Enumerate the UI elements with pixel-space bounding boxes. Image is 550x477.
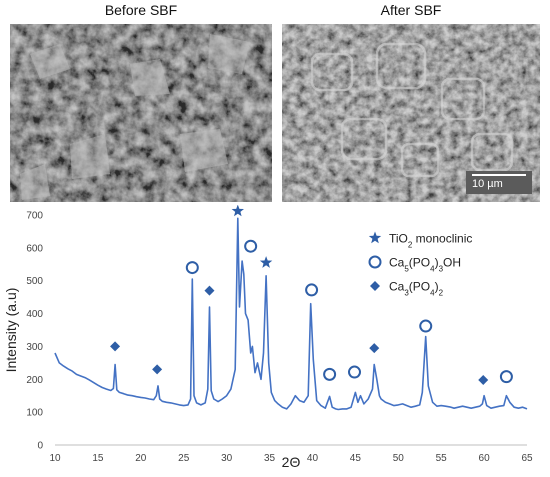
peak-marker-circle [305,283,319,297]
sem-texture-before [10,24,272,202]
x-tick-label: 40 [307,453,319,464]
y-tick-label: 400 [26,309,43,320]
sem-image-before [10,24,272,202]
y-tick-label: 100 [26,408,43,419]
peak-marker-circle [499,370,513,384]
peak-markers [110,204,513,385]
legend-label: TiO2 monoclinic [389,232,472,250]
peak-marker-star [231,204,244,217]
x-tick-label: 55 [436,453,448,464]
peak-marker-diamond [369,343,380,354]
x-tick-label: 25 [178,453,190,464]
y-axis-label: Intensity (a.u) [3,288,19,373]
peak-marker-circle [348,365,362,379]
y-tick-label: 200 [26,375,43,386]
x-tick-label: 15 [92,453,104,464]
scale-bar: 10 µm [466,171,532,194]
y-tick-label: 0 [37,441,43,452]
x-tick-label: 65 [521,453,533,464]
x-axis-label: 2Θ [282,454,301,470]
xrd-chart-svg: 0 100 200 300 400 500 600 700 10 15 20 25 30 35 40 45 5… [3,204,533,470]
legend-label: Ca3(PO4)2 [389,280,444,298]
x-tick-label: 30 [221,453,233,464]
after-sbf-title: After SBF [380,2,442,18]
legend-marker-star [368,231,382,244]
y-tick-label: 300 [26,342,43,353]
x-tick-labels: 10 15 20 25 30 35 40 45 50 55 60 65 [49,453,533,464]
peak-marker-diamond [478,374,489,385]
y-tick-labels: 0 100 200 300 400 500 600 700 [26,211,43,452]
x-tick-label: 50 [393,453,405,464]
peak-marker-diamond [110,341,121,352]
peak-marker-circle [323,367,337,381]
peak-marker-star [259,256,273,268]
x-tick-label: 20 [135,453,147,464]
xrd-chart: 0 100 200 300 400 500 600 700 10 15 20 25 30 35 40 45 5… [0,204,550,472]
peak-marker-circle [244,239,258,253]
peak-marker-circle [185,261,199,275]
x-tick-label: 45 [350,453,362,464]
legend-label: Ca5(PO4)3OH [389,256,461,274]
peak-marker-circle [419,319,433,333]
y-tick-label: 600 [26,243,43,254]
x-tick-label: 10 [49,453,61,464]
x-tick-label: 35 [264,453,276,464]
scale-bar-label: 10 µm [472,178,503,190]
y-tick-label: 500 [26,276,43,287]
before-sbf-title: Before SBF [104,2,178,18]
peak-marker-diamond [204,285,215,296]
scale-bar-line [472,174,526,176]
legend: TiO2 monoclinic Ca5(PO4)3OH Ca3(PO4)2 [368,231,472,298]
legend-marker-circle [368,255,382,269]
sem-image-after: 10 µm [282,24,540,202]
series-line [54,217,528,411]
y-tick-label: 700 [26,211,43,222]
peak-marker-diamond [152,364,163,375]
x-tick-label: 60 [479,453,491,464]
legend-marker-diamond [370,281,380,291]
